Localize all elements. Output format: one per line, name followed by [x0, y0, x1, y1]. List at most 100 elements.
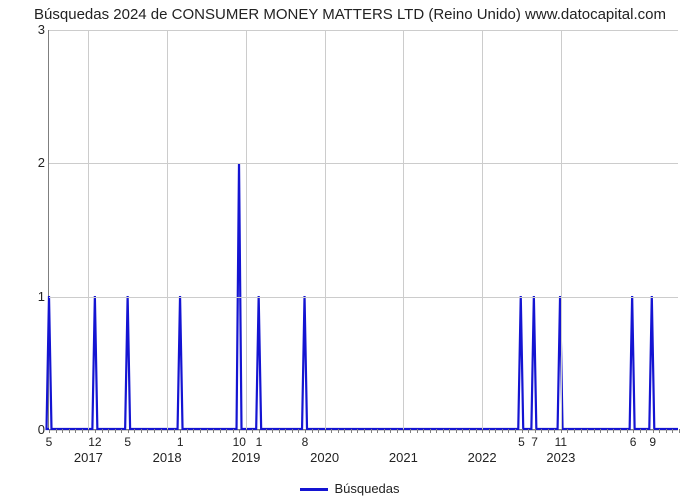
x-month-label: 6 — [630, 435, 637, 449]
x-gridline — [88, 30, 89, 429]
x-minor-tick — [417, 429, 418, 433]
x-minor-tick — [226, 429, 227, 433]
x-minor-tick — [193, 429, 194, 433]
y-tick-label: 3 — [25, 22, 45, 37]
x-minor-tick — [318, 429, 319, 433]
x-minor-tick — [174, 429, 175, 433]
x-month-label: 5 — [124, 435, 131, 449]
x-minor-tick — [298, 429, 299, 433]
x-month-label: 7 — [531, 435, 538, 449]
x-minor-tick — [305, 429, 306, 433]
y-gridline — [49, 297, 678, 298]
x-minor-tick — [659, 429, 660, 433]
x-minor-tick — [567, 429, 568, 433]
y-tick-label: 0 — [25, 422, 45, 437]
x-year-label: 2019 — [231, 450, 260, 465]
legend-label: Búsquedas — [334, 481, 399, 496]
x-minor-tick — [180, 429, 181, 433]
x-minor-tick — [482, 429, 483, 433]
x-minor-tick — [462, 429, 463, 433]
x-minor-tick — [259, 429, 260, 433]
x-minor-tick — [515, 429, 516, 433]
x-minor-tick — [285, 429, 286, 433]
x-minor-tick — [233, 429, 234, 433]
y-gridline — [49, 30, 678, 31]
x-minor-tick — [371, 429, 372, 433]
x-minor-tick — [410, 429, 411, 433]
x-month-label: 12 — [88, 435, 101, 449]
y-tick-label: 1 — [25, 289, 45, 304]
x-minor-tick — [69, 429, 70, 433]
x-minor-tick — [495, 429, 496, 433]
x-minor-tick — [213, 429, 214, 433]
x-minor-tick — [207, 429, 208, 433]
x-minor-tick — [449, 429, 450, 433]
x-month-label: 8 — [302, 435, 309, 449]
x-minor-tick — [187, 429, 188, 433]
x-minor-tick — [653, 429, 654, 433]
line-series — [49, 30, 678, 429]
x-minor-tick — [528, 429, 529, 433]
x-minor-tick — [246, 429, 247, 433]
x-minor-tick — [443, 429, 444, 433]
x-minor-tick — [134, 429, 135, 433]
x-minor-tick — [56, 429, 57, 433]
x-minor-tick — [62, 429, 63, 433]
x-minor-tick — [633, 429, 634, 433]
x-minor-tick — [239, 429, 240, 433]
x-gridline — [561, 30, 562, 429]
x-minor-tick — [220, 429, 221, 433]
x-minor-tick — [344, 429, 345, 433]
x-minor-tick — [397, 429, 398, 433]
x-minor-tick — [640, 429, 641, 433]
x-minor-tick — [252, 429, 253, 433]
x-minor-tick — [423, 429, 424, 433]
x-minor-tick — [312, 429, 313, 433]
x-minor-tick — [108, 429, 109, 433]
x-minor-tick — [331, 429, 332, 433]
x-minor-tick — [141, 429, 142, 433]
x-minor-tick — [167, 429, 168, 433]
x-gridline — [325, 30, 326, 429]
x-minor-tick — [357, 429, 358, 433]
x-year-label: 2018 — [153, 450, 182, 465]
x-year-label: 2017 — [74, 450, 103, 465]
x-minor-tick — [95, 429, 96, 433]
legend: Búsquedas — [0, 481, 700, 496]
x-minor-tick — [325, 429, 326, 433]
x-year-label: 2021 — [389, 450, 418, 465]
x-minor-tick — [338, 429, 339, 433]
x-minor-tick — [292, 429, 293, 433]
x-month-label: 1 — [177, 435, 184, 449]
x-minor-tick — [266, 429, 267, 433]
x-gridline — [403, 30, 404, 429]
x-minor-tick — [115, 429, 116, 433]
x-month-label: 10 — [233, 435, 246, 449]
x-minor-tick — [82, 429, 83, 433]
x-minor-tick — [49, 429, 50, 433]
x-minor-tick — [508, 429, 509, 433]
x-minor-tick — [522, 429, 523, 433]
x-minor-tick — [121, 429, 122, 433]
x-month-label: 11 — [555, 435, 567, 449]
x-month-label: 1 — [256, 435, 263, 449]
x-minor-tick — [679, 429, 680, 433]
x-year-label: 2020 — [310, 450, 339, 465]
x-minor-tick — [279, 429, 280, 433]
x-minor-tick — [561, 429, 562, 433]
x-minor-tick — [627, 429, 628, 433]
x-month-label: 5 — [518, 435, 525, 449]
x-minor-tick — [364, 429, 365, 433]
x-minor-tick — [587, 429, 588, 433]
x-minor-tick — [200, 429, 201, 433]
x-month-label: 5 — [46, 435, 53, 449]
x-minor-tick — [620, 429, 621, 433]
x-minor-tick — [436, 429, 437, 433]
x-minor-tick — [154, 429, 155, 433]
x-minor-tick — [554, 429, 555, 433]
y-gridline — [49, 163, 678, 164]
x-minor-tick — [377, 429, 378, 433]
x-minor-tick — [613, 429, 614, 433]
x-minor-tick — [88, 429, 89, 433]
x-minor-tick — [646, 429, 647, 433]
